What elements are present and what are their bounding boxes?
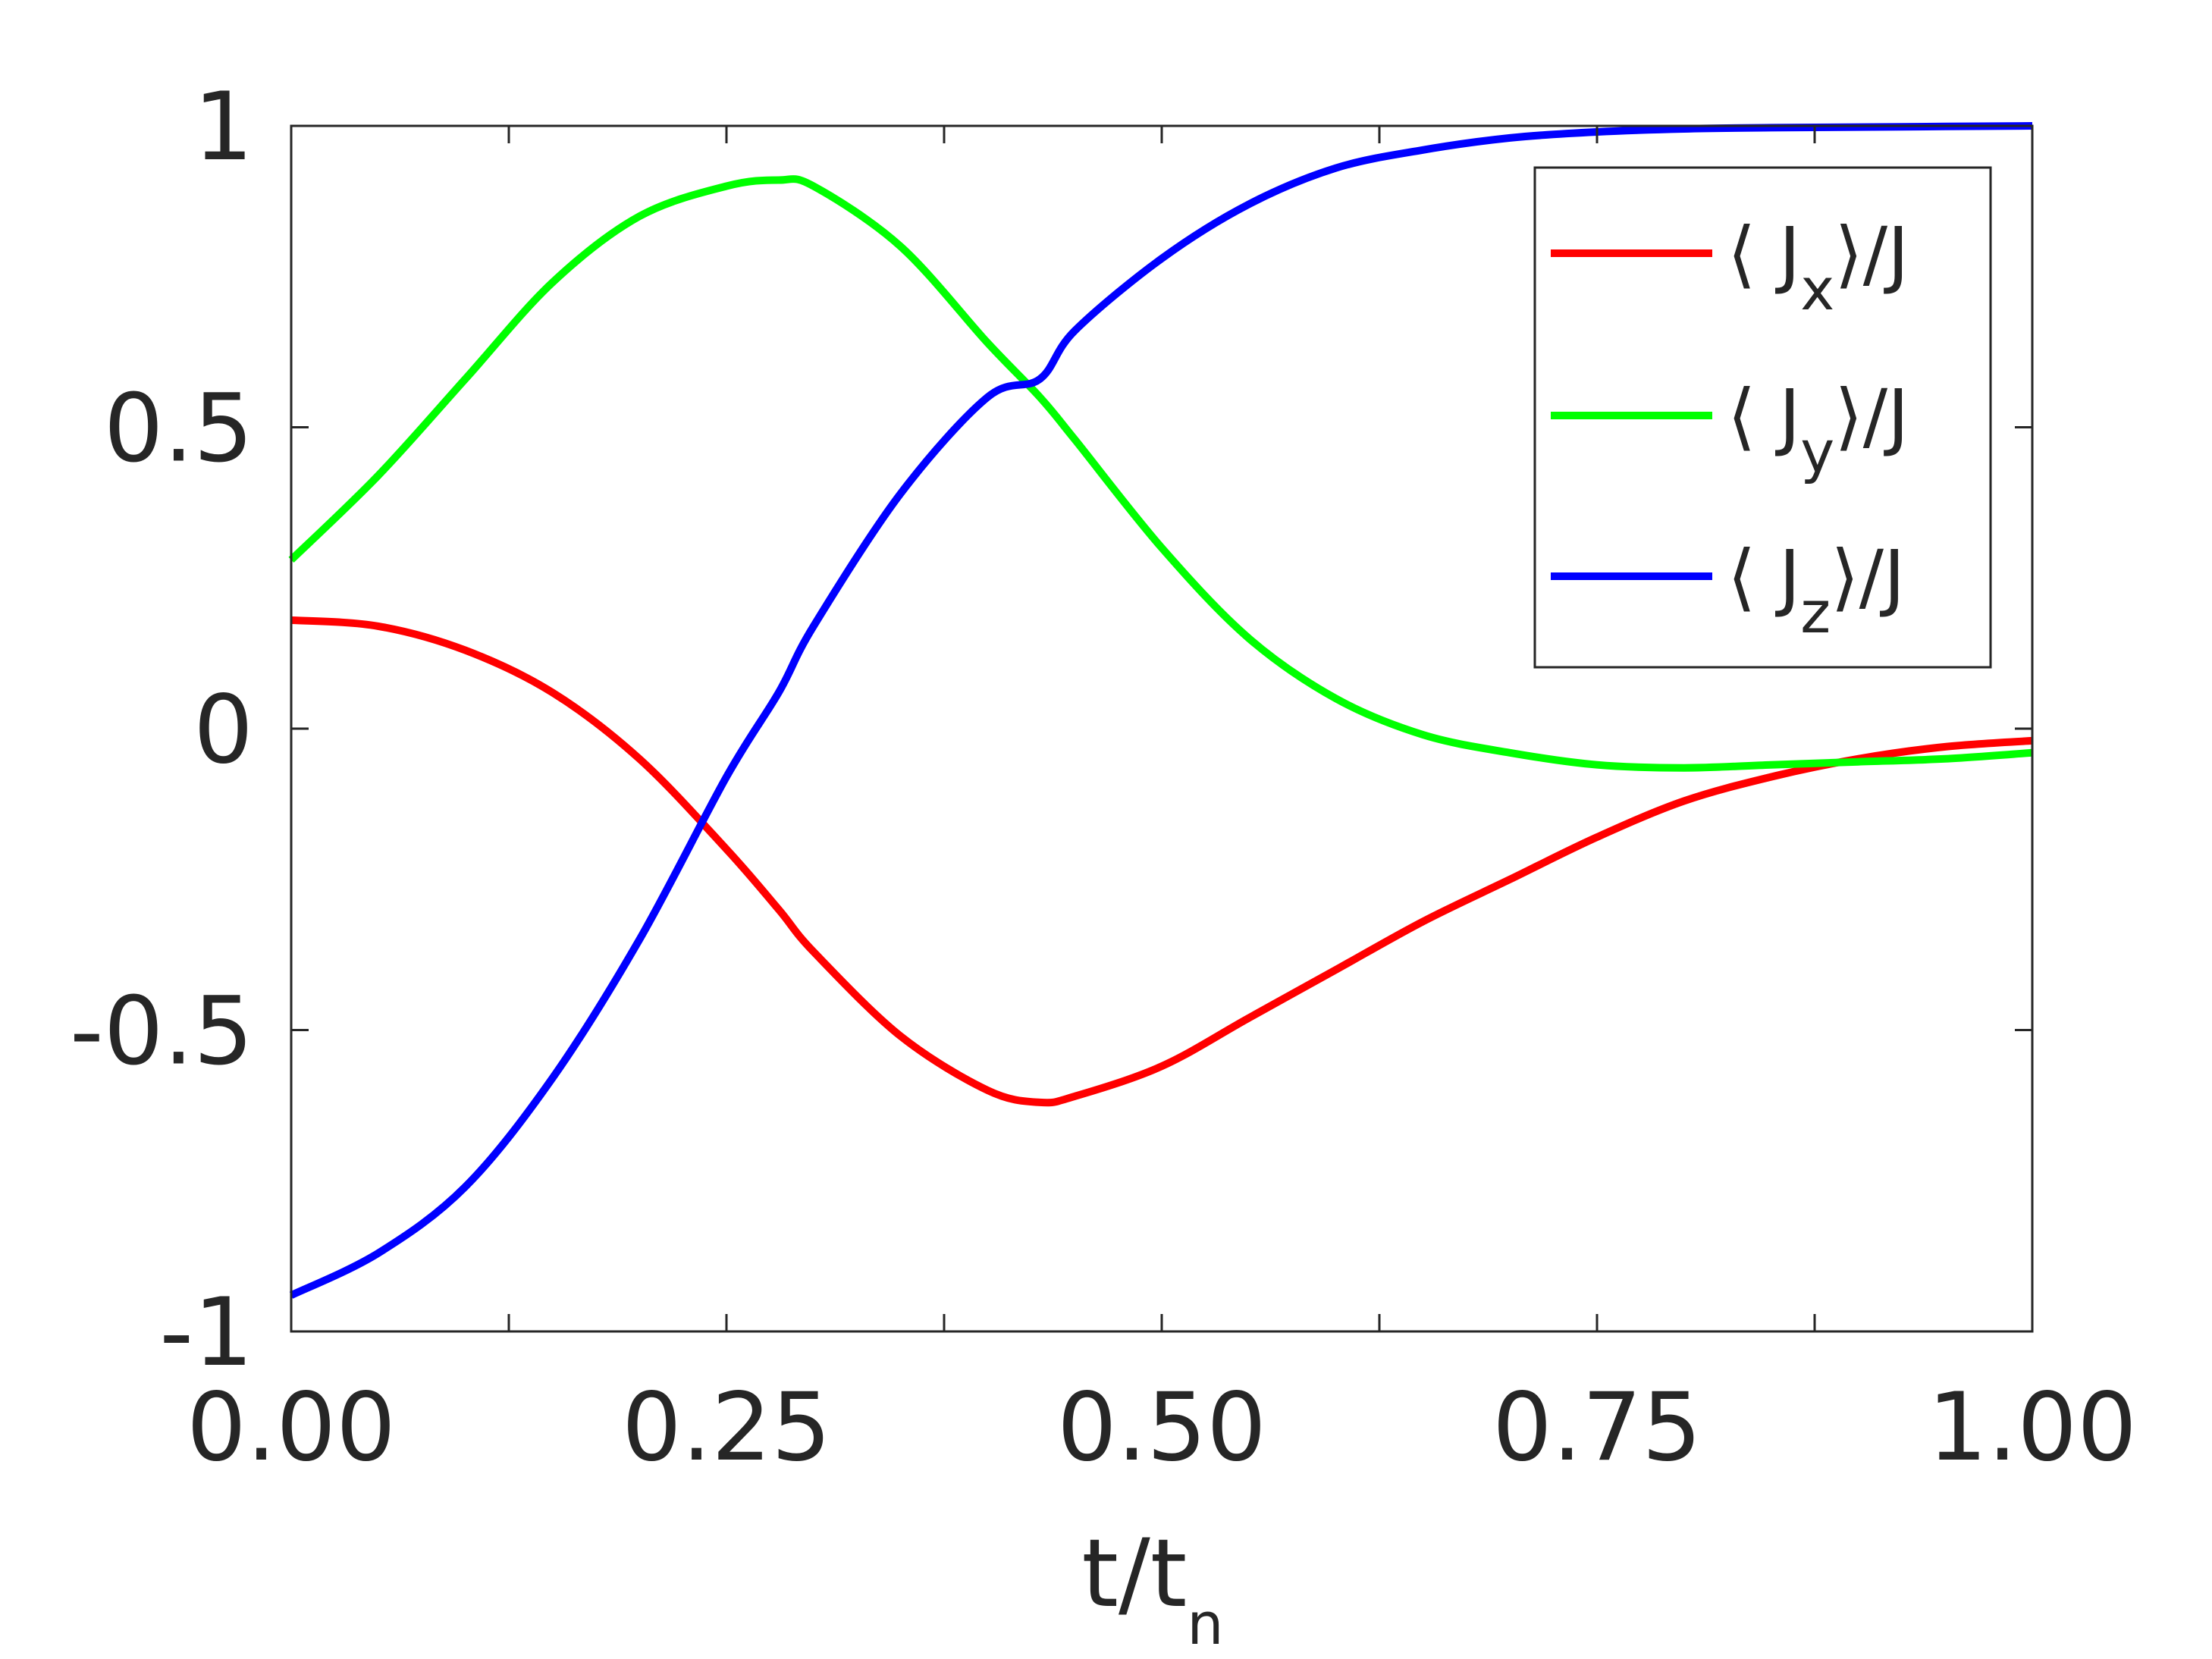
x-axis-label-base: t/t [1081,1519,1187,1629]
y-tick-label-2: 0 [193,676,253,785]
x-tick-label-0: 0.00 [187,1373,396,1482]
x-tick-label-4: 1.00 [1928,1373,2137,1482]
tick-label-layer: 0.00 0.25 0.50 0.75 1.00 -1 -0.5 0 0.5 1 [70,73,2137,1482]
x-tick-label-3: 0.75 [1492,1373,1702,1482]
legend-entry-x: ⟨ Jx⟩/J [1727,212,1909,323]
y-tick-label-3: 0.5 [104,375,253,484]
series-line-x [290,616,2033,1107]
y-tick-label-1: -0.5 [70,977,253,1087]
plot-frame [290,124,2034,1333]
series-line-y [288,175,2033,772]
legend-entry-y: ⟨ Jy⟩/J [1727,374,1909,485]
y-tick-label-0: -1 [159,1278,253,1388]
x-tick-label-1: 0.25 [622,1373,831,1482]
y-tick-label-4: 1 [193,73,253,182]
x-axis-label: t/tn [1081,1519,1223,1657]
legend: ⟨ Jx⟩/J ⟨ Jy⟩/J ⟨ Jz⟩/J [1533,166,1992,669]
series-line-z [289,122,2033,1299]
x-axis-label-subscript: n [1187,1590,1223,1657]
x-tick-label-2: 0.50 [1057,1373,1266,1482]
legend-entry-z: ⟨ Jz⟩/J [1727,535,1905,646]
series-layer [288,122,2033,1299]
